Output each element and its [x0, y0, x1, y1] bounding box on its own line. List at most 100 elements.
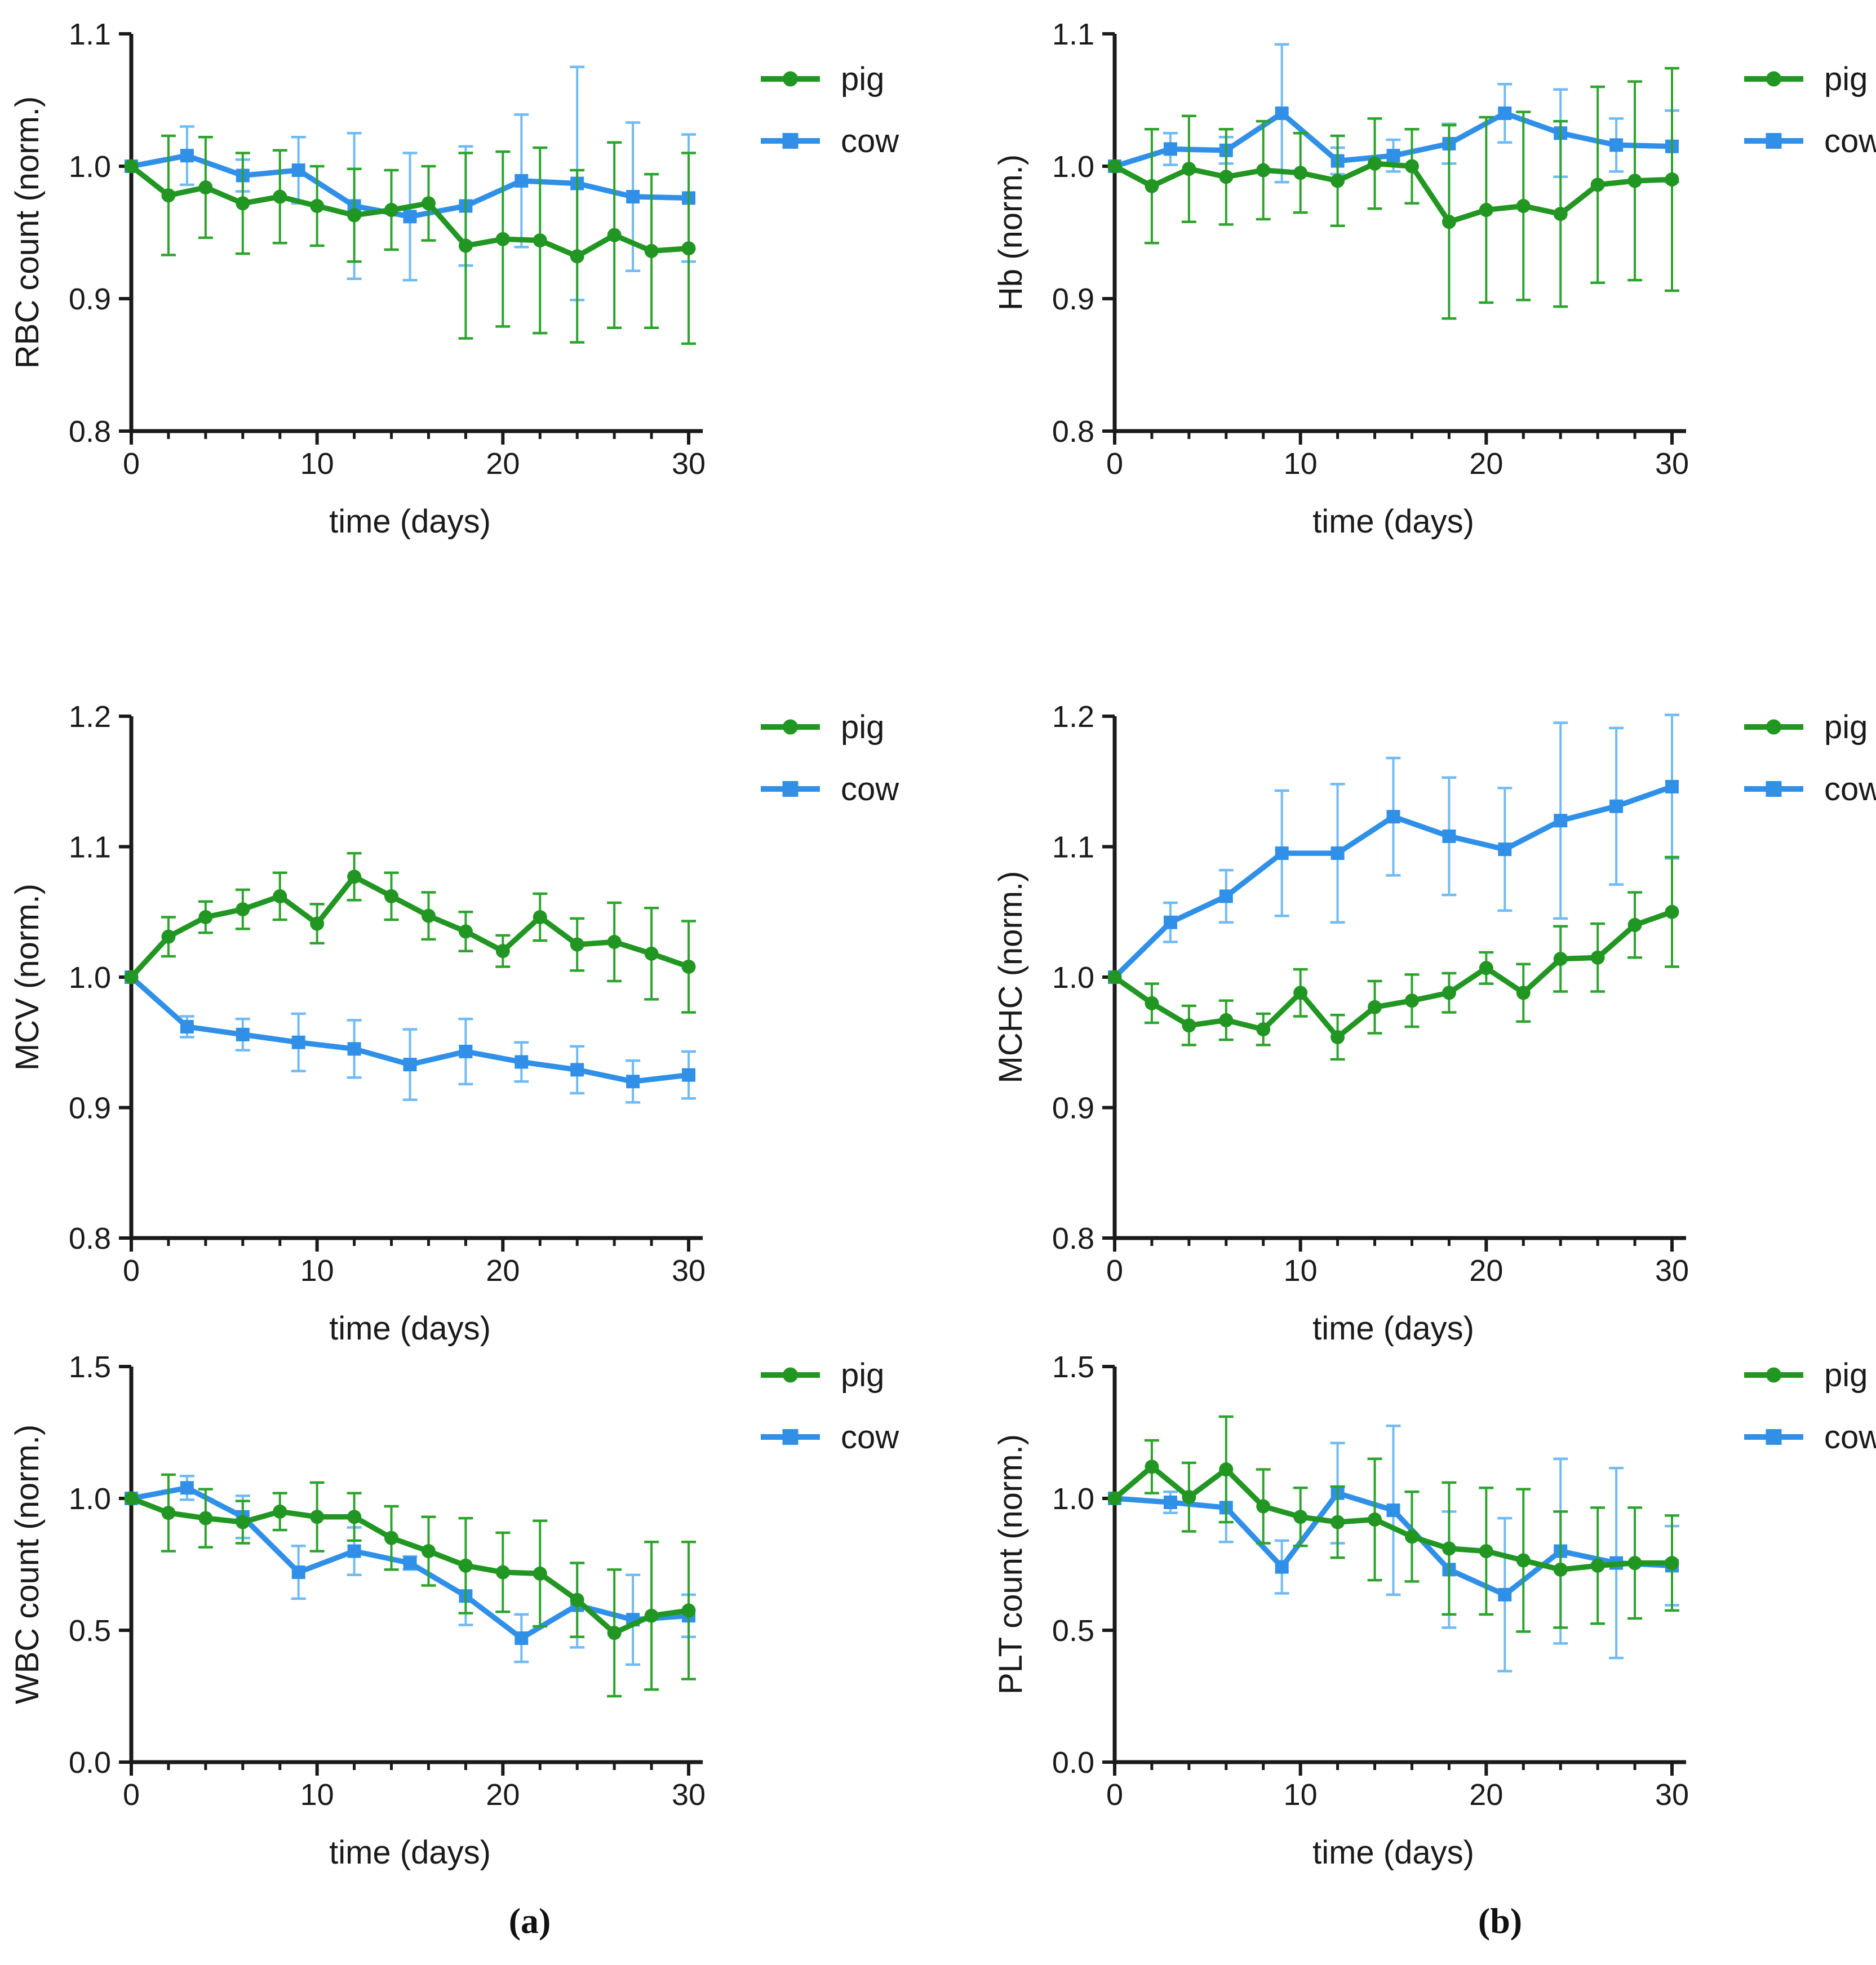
- cow-marker: [1442, 829, 1456, 843]
- y-tick-label: 1.1: [69, 831, 111, 864]
- pig-marker: [533, 1566, 547, 1581]
- pig-marker: [161, 929, 176, 944]
- y-tick-label: 0.5: [1052, 1614, 1094, 1648]
- pig-marker: [681, 959, 696, 974]
- cow-marker: [1275, 1560, 1289, 1574]
- x-tick-label: 0: [123, 1254, 140, 1288]
- cow-marker: [1609, 138, 1624, 152]
- x-tick-label: 30: [672, 1254, 706, 1288]
- cow-marker: [515, 1055, 529, 1069]
- x-axis-title: time (days): [329, 1310, 491, 1347]
- pig-marker: [310, 1510, 325, 1524]
- pig-marker: [310, 916, 325, 931]
- x-tick-label: 10: [300, 1778, 334, 1812]
- x-tick-label: 30: [1655, 1778, 1689, 1812]
- axes-mcv: 0.8 0.9 1.0 1.1 1.2 0 10 20 30 MCV (norm.) time (d…: [9, 700, 706, 1347]
- pig-marker: [421, 908, 436, 923]
- pig-marker: [1368, 1000, 1382, 1014]
- y-tick-label: 1.5: [69, 1350, 111, 1384]
- pig-marker: [1331, 174, 1345, 188]
- pig-marker: [347, 1510, 362, 1524]
- legend-cow-marker: [1766, 781, 1782, 797]
- mcv-cow-series: [125, 970, 696, 1104]
- pig-marker: [458, 1558, 473, 1573]
- pig-marker: [681, 241, 696, 256]
- axes-plt: 0.0 0.5 1.0 1.5 0 10 20 30 PLT count (norm.) time…: [992, 1350, 1689, 1871]
- rbc-pig-series: [124, 134, 696, 345]
- pig-line: [128, 163, 691, 259]
- cow-marker: [180, 1019, 194, 1033]
- chart-rbc: 0.8 0.9 1.0 1.1 0 10 20 30 RBC count (norm.) time…: [9, 17, 899, 540]
- pig-marker: [1145, 1460, 1159, 1474]
- x-axis-title: time (days): [329, 1834, 491, 1871]
- y-tick-label: 1.0: [1052, 150, 1094, 184]
- pig-marker: [347, 870, 362, 884]
- chart-wbc: 0.0 0.5 1.0 1.5 0 10 20 30 WBC count (norm.) time…: [9, 1350, 899, 1871]
- legend-pig-label: pig: [841, 1357, 884, 1394]
- x-axis-title: time (days): [329, 503, 491, 540]
- cow-marker: [291, 163, 305, 178]
- pig-marker: [607, 228, 622, 242]
- pig-marker: [273, 1504, 287, 1519]
- pig-marker: [458, 238, 473, 253]
- legend-cow-marker: [782, 781, 799, 797]
- legend-item-pig: pig: [761, 709, 884, 746]
- pig-marker: [458, 924, 473, 939]
- legend-pig-label: pig: [1824, 709, 1868, 746]
- chart-plt: 0.0 0.5 1.0 1.5 0 10 20 30 PLT count (norm.) time…: [992, 1350, 1876, 1871]
- pig-marker: [1368, 1512, 1382, 1527]
- axes-mchc: 0.8 0.9 1.0 1.1 1.2 0 10 20 30 MCHC (norm.) time (…: [992, 700, 1689, 1347]
- x-tick-label: 0: [1106, 447, 1123, 481]
- legend-item-pig: pig: [1744, 709, 1868, 746]
- legend-item-pig: pig: [761, 1357, 884, 1394]
- pig-marker: [1665, 1556, 1679, 1571]
- y-tick-label: 1.0: [69, 961, 111, 995]
- legend-item-cow: cow: [1744, 1419, 1876, 1456]
- pig-marker: [1107, 1491, 1122, 1506]
- pig-marker: [124, 970, 139, 984]
- y-axis-title: WBC count (norm.): [9, 1425, 46, 1704]
- cow-marker: [1275, 846, 1289, 860]
- pig-marker: [1331, 1030, 1345, 1044]
- y-tick-label: 1.0: [69, 1482, 111, 1516]
- legend-pig-marker: [1766, 71, 1781, 87]
- pig-marker: [1665, 172, 1679, 187]
- pig-marker: [1107, 970, 1122, 984]
- chart-hb: 0.8 0.9 1.0 1.1 0 10 20 30 Hb (norm.) time (days)…: [992, 17, 1876, 540]
- y-tick-label: 1.0: [1052, 1482, 1094, 1516]
- legend-wbc: pig cow: [761, 1357, 899, 1456]
- y-tick-label: 1.1: [69, 17, 111, 51]
- pig-marker: [607, 1626, 622, 1640]
- legend-cow-label: cow: [1824, 1419, 1876, 1456]
- legend-item-pig: pig: [1744, 61, 1868, 97]
- legend-pig-marker: [1766, 1367, 1781, 1383]
- pig-marker: [384, 203, 399, 218]
- pig-marker: [1627, 917, 1642, 932]
- legend-pig-label: pig: [841, 709, 884, 746]
- pig-marker: [384, 889, 399, 903]
- legend-cow-marker: [1766, 133, 1782, 149]
- pig-marker: [1368, 156, 1382, 171]
- pig-marker: [1442, 215, 1456, 229]
- legend-item-cow: cow: [1744, 771, 1876, 808]
- x-tick-label: 10: [300, 447, 334, 481]
- panel-label-b: (b): [1478, 1901, 1523, 1941]
- x-axis-title: time (days): [1312, 1310, 1474, 1347]
- pig-line: [1112, 1464, 1675, 1573]
- pig-line: [1112, 909, 1675, 1040]
- x-tick-label: 10: [1284, 447, 1318, 481]
- pig-marker: [1293, 1510, 1308, 1524]
- y-tick-label: 1.1: [1052, 17, 1094, 51]
- legend-item-cow: cow: [761, 1419, 899, 1456]
- panel-label-a: (a): [508, 1901, 551, 1941]
- cow-marker: [1386, 149, 1400, 163]
- pig-marker: [1665, 904, 1679, 919]
- x-tick-label: 10: [300, 1254, 334, 1288]
- pig-marker: [1590, 950, 1605, 965]
- x-tick-label: 30: [1655, 1254, 1689, 1288]
- legend-item-cow: cow: [761, 771, 899, 808]
- x-tick-label: 20: [486, 1778, 520, 1812]
- legend-cow-marker: [782, 133, 799, 149]
- pig-marker: [198, 1511, 213, 1525]
- pig-marker: [236, 902, 250, 917]
